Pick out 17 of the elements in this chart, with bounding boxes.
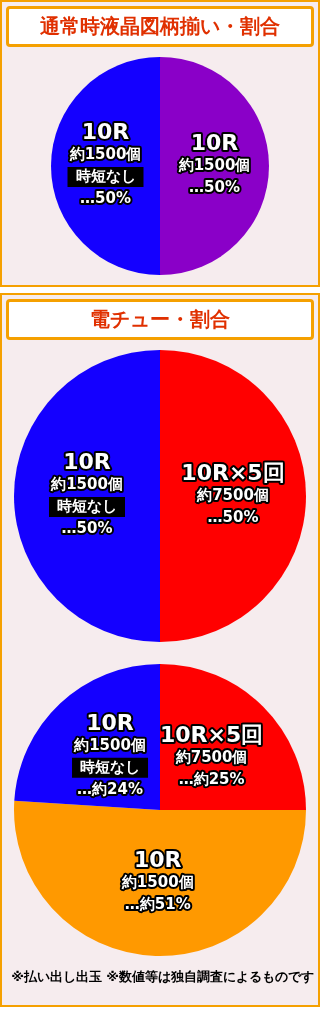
- data-label: …50%: [61, 518, 113, 537]
- chart-title: 通常時液晶図柄揃い・割合: [6, 6, 314, 47]
- text: ※払い出し出玉 ※数値等は独自調査によるものです: [10, 968, 315, 985]
- slice-label: 10R約1500個: [120, 846, 194, 891]
- slice-label: 10R×5回約7500個: [181, 459, 285, 504]
- data-label: …50%: [80, 188, 131, 207]
- data-label: …約51%: [124, 894, 191, 913]
- slice-label: 10R約1500個時短なし: [68, 118, 142, 185]
- slice-label: 10R約1500個: [177, 129, 251, 174]
- data-label: …約25%: [178, 770, 245, 789]
- chart-title: 電チュー・割合: [6, 299, 314, 340]
- data-label: …50%: [207, 507, 259, 526]
- slice-label: 10R約1500個時短なし: [50, 448, 123, 515]
- data-label: …50%: [189, 177, 240, 196]
- data-label: …約24%: [77, 779, 143, 798]
- slice-label: 10R約1500個時短なし: [73, 709, 146, 776]
- slice-label: 10R×5回約7500個: [159, 722, 264, 767]
